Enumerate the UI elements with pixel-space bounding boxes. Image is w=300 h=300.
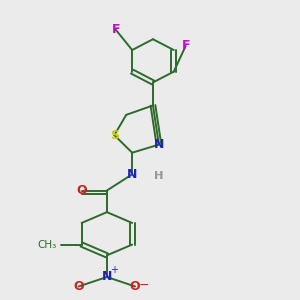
- Text: N: N: [127, 168, 137, 181]
- Text: O: O: [76, 184, 87, 197]
- Text: N: N: [154, 138, 164, 151]
- Text: H: H: [154, 171, 164, 181]
- Text: F: F: [112, 23, 120, 36]
- Text: N: N: [102, 271, 112, 284]
- Text: S: S: [110, 129, 119, 142]
- Text: +: +: [110, 265, 118, 275]
- Text: H: H: [155, 171, 163, 181]
- Text: −: −: [139, 279, 149, 292]
- Text: CH₃: CH₃: [38, 240, 57, 250]
- Text: F: F: [182, 40, 190, 52]
- Text: O: O: [130, 280, 140, 293]
- Text: O: O: [74, 280, 84, 293]
